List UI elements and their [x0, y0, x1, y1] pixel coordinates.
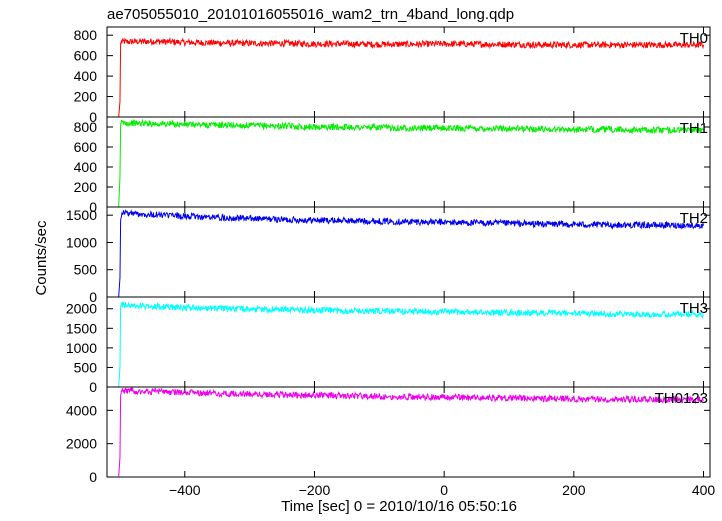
panel-label: TH1: [680, 120, 708, 137]
panel-th2: 0 500 1000 1500 TH2: [66, 206, 711, 305]
y-tick-label: 500: [74, 262, 98, 278]
y-tick-label: 200: [74, 89, 98, 105]
y-tick-label: 500: [74, 359, 98, 375]
y-tick-label: 800: [74, 119, 98, 135]
y-tick-label: 1500: [66, 207, 97, 223]
y-tick-label: 0: [89, 109, 97, 125]
panel-th1: 0 200 400 600 800 TH1: [74, 116, 711, 215]
panel-frame: [106, 206, 711, 298]
y-tick-label: 400: [74, 159, 98, 175]
panel-th0: 0 200 400 600 800 TH0: [74, 26, 711, 125]
x-tick-label: 400: [692, 482, 716, 498]
y-tick-label: 4000: [66, 402, 97, 418]
panel-label: TH2: [680, 210, 708, 227]
y-tick-label: 0: [89, 289, 97, 305]
panel-th0123: 0 2000 4000 TH0123: [66, 386, 711, 485]
y-tick-label: 2000: [66, 436, 97, 452]
y-tick-label: 1000: [66, 340, 97, 356]
panel-label: TH0123: [655, 390, 708, 407]
x-tick-label: −400: [169, 482, 201, 498]
series-line-th0123: [118, 387, 704, 477]
y-tick-label: 400: [74, 68, 98, 84]
y-tick-label: 200: [74, 179, 98, 195]
y-tick-label: 0: [89, 379, 97, 395]
series-line-th3: [118, 301, 704, 387]
panel-frame: [106, 26, 711, 118]
y-tick-label: 800: [74, 27, 98, 43]
series-line-th2: [118, 209, 705, 297]
y-axis-label: Counts/sec: [33, 220, 50, 296]
panel-frame: [106, 386, 711, 478]
y-tick-label: 1000: [66, 234, 97, 250]
y-tick-label: 600: [74, 48, 98, 64]
x-tick-label: 0: [440, 482, 448, 498]
chart-title: ae705055010_20101016055016_wam2_trn_4ban…: [107, 6, 514, 23]
panels-layer: 0 200 400 600 800 TH0 0 200 400 600 800 TH1 0 500 1000…: [66, 26, 716, 498]
panel-label: TH0: [680, 30, 708, 47]
series-line-th1: [118, 118, 704, 207]
panel-label: TH3: [680, 300, 708, 317]
panel-th3: 0 500 1000 1500 2000 TH3: [66, 296, 711, 395]
x-axis-label: Time [sec] 0 = 2010/10/16 05:50:16: [281, 498, 517, 515]
y-tick-label: 0: [89, 469, 97, 485]
series-line-th0: [118, 36, 705, 117]
y-tick-label: 1500: [66, 320, 97, 336]
y-tick-label: 600: [74, 139, 98, 155]
x-tick-label: −200: [299, 482, 331, 498]
x-tick-label: 200: [562, 482, 586, 498]
y-tick-label: 2000: [66, 301, 97, 317]
y-tick-label: 0: [89, 199, 97, 215]
